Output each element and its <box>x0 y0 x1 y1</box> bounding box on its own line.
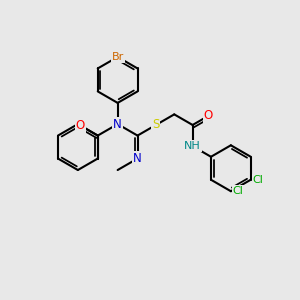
Text: O: O <box>204 109 213 122</box>
Text: Br: Br <box>112 52 124 62</box>
Text: Cl: Cl <box>233 186 244 196</box>
Text: O: O <box>76 119 85 132</box>
Text: N: N <box>113 118 122 130</box>
Text: N: N <box>133 152 142 165</box>
Text: S: S <box>152 118 160 131</box>
Text: Cl: Cl <box>253 175 263 185</box>
Text: NH: NH <box>184 141 201 151</box>
